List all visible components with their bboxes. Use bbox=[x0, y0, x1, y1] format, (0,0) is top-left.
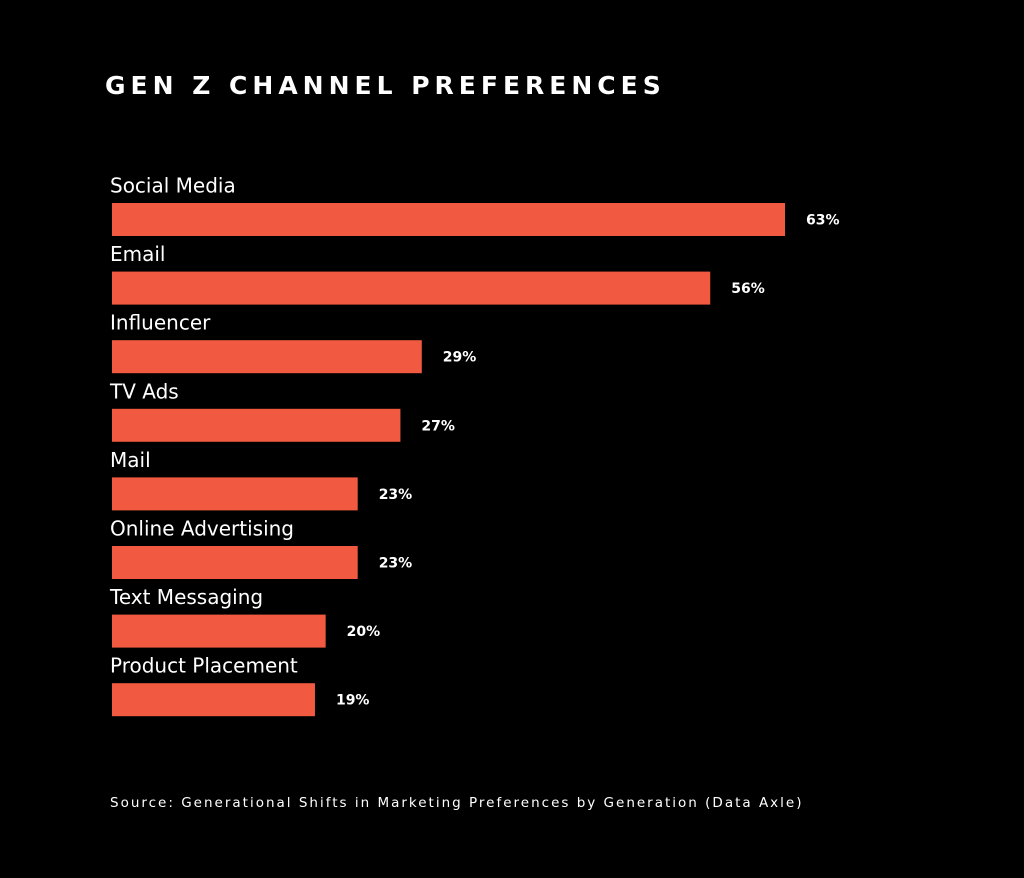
bar bbox=[112, 614, 326, 648]
category-label: Influencer bbox=[110, 311, 211, 335]
bar bbox=[112, 477, 358, 511]
value-label: 19% bbox=[336, 693, 370, 709]
value-label: 27% bbox=[421, 418, 455, 434]
source-note: Source: Generational Shifts in Marketing… bbox=[110, 795, 804, 811]
value-label: 63% bbox=[806, 213, 840, 229]
category-label: TV Ads bbox=[109, 379, 179, 403]
bar bbox=[112, 546, 358, 579]
category-label: Mail bbox=[110, 448, 151, 472]
value-label: 23% bbox=[379, 487, 413, 503]
category-label: Product Placement bbox=[110, 654, 298, 678]
category-label: Text Messaging bbox=[109, 585, 263, 609]
value-label: 29% bbox=[443, 350, 477, 366]
value-label: 56% bbox=[731, 281, 765, 297]
bar bbox=[112, 683, 315, 717]
value-label: 23% bbox=[379, 556, 413, 572]
bar bbox=[112, 271, 711, 305]
value-label: 20% bbox=[347, 624, 381, 640]
chart-title: GEN Z CHANNEL PREFERENCES bbox=[105, 71, 666, 100]
category-label: Online Advertising bbox=[110, 517, 294, 541]
category-label: Email bbox=[110, 242, 166, 266]
category-label: Social Media bbox=[110, 174, 236, 198]
bar bbox=[112, 340, 422, 374]
bar bbox=[112, 203, 785, 236]
bar bbox=[112, 408, 401, 442]
